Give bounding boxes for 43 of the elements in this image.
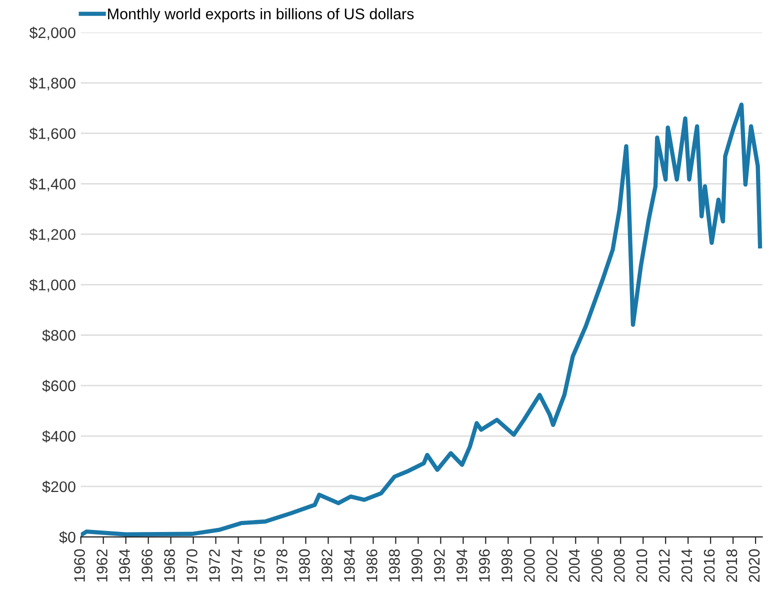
x-tick-label: 1964 xyxy=(119,549,130,582)
x-tick-label: 2014 xyxy=(681,549,692,582)
y-tick-label: $800 xyxy=(42,329,76,342)
y-tick-label: $600 xyxy=(42,380,76,392)
x-tick-label: 2010 xyxy=(636,549,648,582)
x-tick-label: 1990 xyxy=(411,549,422,582)
x-tick-label: 2008 xyxy=(614,549,625,582)
y-tick-label: $1,000 xyxy=(29,278,76,292)
x-tick-label: 2020 xyxy=(748,549,760,582)
x-tick-label: 1988 xyxy=(388,549,400,582)
x-tick-label: 2016 xyxy=(704,549,715,582)
x-tick-label: 1974 xyxy=(232,549,242,582)
x-tick-label: 2004 xyxy=(568,549,580,582)
x-tick-label: 2002 xyxy=(546,549,558,582)
y-tick-label: $2,000 xyxy=(29,26,76,40)
x-tick-label: 2006 xyxy=(591,549,602,582)
x-tick-label: 2000 xyxy=(524,549,535,582)
x-tick-label: 1960 xyxy=(74,549,85,582)
x-tick-label: 1998 xyxy=(501,549,512,582)
x-tick-label: 1978 xyxy=(276,549,288,582)
legend-label: Monthly world exports in billions of US dollars xyxy=(108,8,414,22)
y-tick-label: $1,600 xyxy=(29,128,76,141)
x-tick-label: 1972 xyxy=(209,549,220,582)
x-tick-label: 1976 xyxy=(254,549,265,582)
x-tick-label: 1966 xyxy=(142,549,152,582)
x-tick-label: 1980 xyxy=(299,549,310,582)
x-tick-label: 2018 xyxy=(726,549,738,582)
x-tick-label: 1994 xyxy=(456,549,468,582)
x-tick-label: 1970 xyxy=(186,549,198,582)
x-tick-label: 1984 xyxy=(344,549,355,582)
x-tick-label: 1992 xyxy=(434,549,445,582)
y-tick-label: $1,800 xyxy=(29,77,76,90)
x-tick-label: 1982 xyxy=(322,549,332,582)
x-tick-label: 1996 xyxy=(478,549,490,582)
y-tick-label: $400 xyxy=(42,430,76,443)
y-tick-label: $200 xyxy=(42,480,76,494)
x-tick-label: 1968 xyxy=(164,549,175,582)
y-tick-label: $1,400 xyxy=(29,178,76,192)
x-tick-label: 1962 xyxy=(96,549,108,582)
x-tick-label: 1986 xyxy=(366,549,378,582)
x-tick-label: 2012 xyxy=(658,549,670,582)
y-tick-label: $0 xyxy=(59,531,76,544)
y-tick-label: $1,200 xyxy=(29,228,76,242)
